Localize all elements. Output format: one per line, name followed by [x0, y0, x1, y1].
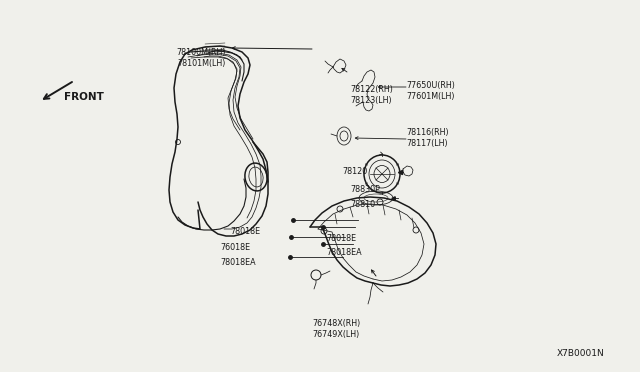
Text: 76018E: 76018E	[221, 243, 251, 252]
Text: 78018E: 78018E	[230, 227, 260, 236]
Text: 78018EA: 78018EA	[326, 248, 362, 257]
Text: 78100M(RH)
78101M(LH): 78100M(RH) 78101M(LH)	[177, 48, 227, 68]
Text: 76748X(RH)
76749X(LH): 76748X(RH) 76749X(LH)	[312, 319, 360, 339]
Text: 78810: 78810	[351, 200, 376, 209]
Text: FRONT: FRONT	[64, 92, 104, 102]
Text: 78018EA: 78018EA	[221, 258, 257, 267]
Text: 78018E: 78018E	[326, 234, 356, 243]
Text: 78116(RH)
78117(LH): 78116(RH) 78117(LH)	[406, 128, 449, 148]
Text: X7B0001N: X7B0001N	[557, 349, 605, 358]
Text: 77650U(RH)
77601M(LH): 77650U(RH) 77601M(LH)	[406, 81, 455, 101]
Text: 78830P: 78830P	[351, 185, 381, 194]
Text: 78122(RH)
78123(LH): 78122(RH) 78123(LH)	[351, 85, 394, 105]
Text: 78120: 78120	[342, 167, 367, 176]
